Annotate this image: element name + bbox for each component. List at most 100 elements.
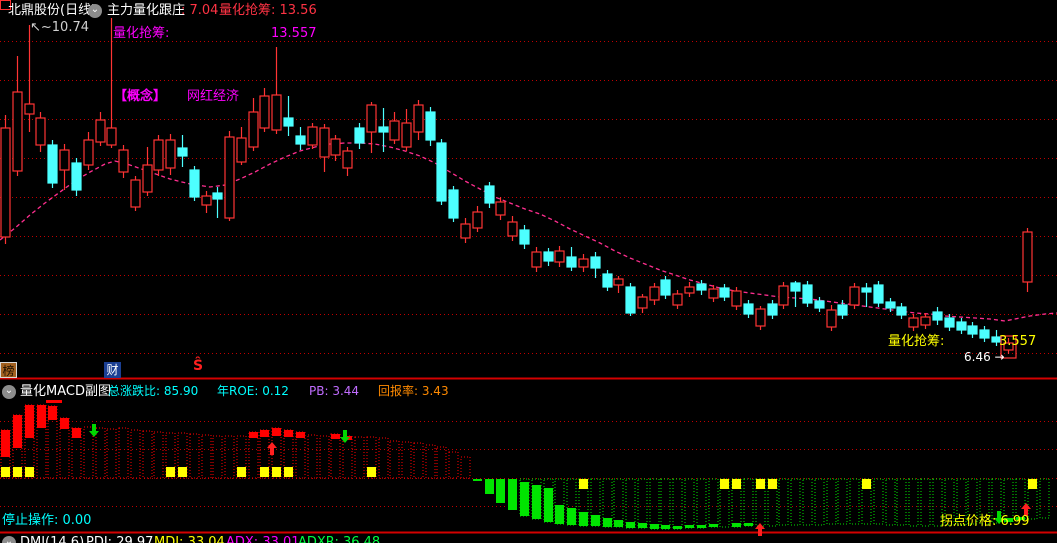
candle-body [236, 137, 247, 163]
macd-bar-up [460, 456, 471, 479]
indicator-value: : 7.04 [181, 3, 219, 18]
candle-body [672, 293, 683, 306]
macd-bar-yellow [732, 479, 741, 489]
macd-bar-down [485, 479, 494, 494]
chevron-down-icon[interactable]: ⌄ [2, 536, 16, 543]
macd-bar-down [696, 478, 707, 529]
candle-body [319, 127, 330, 158]
macd-bar-down [802, 478, 813, 526]
macd-bar-down-solid [626, 522, 635, 528]
adx-value: ADX: 33.01 [226, 535, 300, 543]
candle-body [649, 286, 660, 301]
candle-body [95, 119, 106, 143]
macd-bar-down [944, 478, 955, 526]
candle-body [259, 95, 270, 129]
candle-body [696, 283, 707, 291]
chevron-down-icon[interactable]: ⌄ [88, 4, 102, 18]
turning-price-label: 拐点价格: 6.99 [940, 514, 1030, 529]
candle-body [708, 288, 719, 299]
macd-bar-yellow [284, 467, 293, 477]
candle-body [366, 104, 377, 133]
chevron-down-icon[interactable]: ⌄ [2, 385, 16, 399]
rank-widget-icon[interactable]: 榜 [0, 362, 17, 378]
indicator-name: 主力量化跟庄 [107, 3, 186, 18]
macd-bar-up-solid [331, 434, 340, 439]
macd-bar-up-solid [13, 415, 22, 448]
macd-bar-up [342, 435, 353, 479]
macd-bar-up [236, 435, 247, 479]
macd-bar-up [389, 440, 400, 479]
macd-bar-yellow [367, 467, 376, 477]
qhqc-overlay-label: 量化抢筹: [113, 26, 170, 41]
candle-body [944, 317, 955, 328]
macd-bar-down [508, 479, 517, 510]
candle-body [118, 149, 129, 173]
stat-zzdb: 总涨跌比: 85.90 [108, 384, 199, 398]
candle-body [472, 211, 483, 229]
qhqc-overlay-value: 13.557 [271, 26, 317, 41]
candle-body [802, 284, 813, 304]
candle-body [896, 306, 907, 316]
candle-body [425, 111, 436, 141]
signal-highlight-box [1000, 335, 1017, 359]
price-level-marker: 6.46 → [964, 350, 1005, 364]
candle-body [342, 150, 353, 169]
candle-body [35, 117, 46, 146]
candle-body [165, 139, 176, 169]
candle-body [625, 286, 636, 314]
candle-body [837, 304, 848, 316]
stock-title: 北鼎股份(日线) [8, 3, 97, 18]
stat-roe: 年ROE: 0.12 [217, 384, 289, 398]
macd-bar-down [956, 478, 967, 526]
underline-marker [46, 400, 62, 403]
macd-bar-down [719, 478, 730, 528]
down-arrow [89, 424, 99, 437]
macd-bar-down [991, 478, 1002, 524]
macd-bar-up-solid [260, 430, 269, 437]
candle-body [201, 195, 212, 206]
macd-bar-up [401, 441, 412, 479]
macd-bar-up [354, 436, 365, 479]
macd-bar-yellow [1028, 479, 1037, 489]
mdi-value: MDI: 33.04 [154, 535, 225, 543]
macd-bar-up [130, 429, 141, 479]
macd-bar-down-solid [579, 512, 588, 526]
macd-bar-down-solid [732, 523, 741, 527]
candle-body [908, 317, 919, 328]
candle-body [307, 126, 318, 146]
up-arrow [1021, 503, 1031, 516]
finance-widget-icon[interactable]: 财 [104, 362, 121, 378]
macd-bar-down [767, 478, 778, 527]
candle-body [566, 256, 577, 268]
macd-bar-up [24, 404, 35, 479]
candle-body [885, 301, 896, 309]
s-widget-icon[interactable]: Ŝ [192, 358, 204, 374]
macd-bar-up [142, 430, 153, 479]
candle-body [778, 285, 789, 306]
macd-bar-down-solid [567, 508, 576, 525]
macd-bar-up [224, 435, 235, 479]
candle-body [47, 144, 58, 184]
candle-body [0, 127, 11, 238]
macd-bar-up [118, 427, 129, 479]
macd-bar-yellow [756, 479, 765, 489]
macd-bar-down-solid [614, 520, 623, 527]
macd-bar-up [59, 417, 70, 479]
macd-bar-down [920, 478, 931, 527]
macd-bar-down-solid [685, 525, 694, 528]
macd-bar-down [473, 479, 482, 481]
candle-body [59, 149, 70, 171]
candle-body [849, 286, 860, 306]
macd-bar-down-solid [591, 515, 600, 526]
macd-bar-down-solid [520, 482, 529, 516]
macd-bar-down [649, 478, 660, 530]
macd-bar-down-solid [661, 525, 670, 529]
macd-bar-down-solid [673, 526, 682, 529]
candle-body [1003, 342, 1014, 351]
candle-body [401, 122, 412, 148]
candle-body [495, 201, 506, 216]
candle-body [354, 127, 365, 144]
macd-bar-down [566, 478, 577, 526]
